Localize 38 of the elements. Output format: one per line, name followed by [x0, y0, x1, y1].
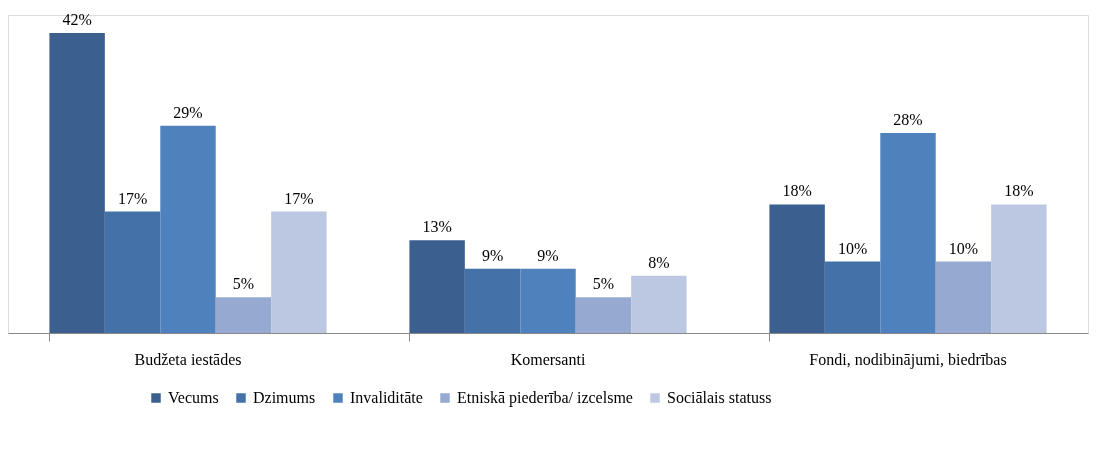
x-tick-label: Fondi, nodibinājumi, biedrības [809, 350, 1007, 369]
legend-label: Sociālais statuss [667, 389, 772, 406]
bar [160, 125, 216, 333]
data-label: 18% [782, 182, 812, 200]
data-label: 5% [232, 275, 255, 293]
bar [104, 211, 161, 333]
bar [215, 297, 272, 333]
data-label: 29% [173, 103, 203, 121]
data-label: 18% [1004, 182, 1034, 200]
bar [49, 33, 105, 333]
data-label: 28% [893, 111, 923, 128]
data-label: 13% [422, 218, 452, 236]
legend-label: Etniskā piederība/ izcelsme [457, 389, 633, 407]
data-label: 5% [592, 275, 615, 293]
bar [991, 204, 1047, 333]
bar [769, 204, 825, 333]
data-label: 9% [481, 246, 504, 264]
data-label: 17% [117, 189, 148, 207]
x-tick-label: Budžeta iestādes [134, 350, 242, 368]
bar [880, 133, 936, 333]
bar [575, 297, 632, 333]
legend-label: Invaliditāte [350, 389, 423, 406]
legend-label: Vecums [168, 389, 219, 406]
bar [631, 275, 687, 333]
data-label: 8% [648, 253, 670, 271]
legend-label: Dzimums [253, 389, 316, 406]
bar [271, 211, 327, 333]
data-label: 17% [284, 189, 314, 207]
data-label: 42% [62, 11, 92, 28]
x-tick-label: Komersanti [510, 350, 586, 368]
data-label: 10% [837, 239, 868, 257]
data-label: 9% [537, 246, 559, 264]
bar [935, 261, 992, 333]
bar [520, 268, 576, 333]
bar [824, 261, 881, 333]
bar [464, 268, 521, 333]
bar [409, 240, 465, 333]
data-label: 10% [948, 239, 979, 257]
